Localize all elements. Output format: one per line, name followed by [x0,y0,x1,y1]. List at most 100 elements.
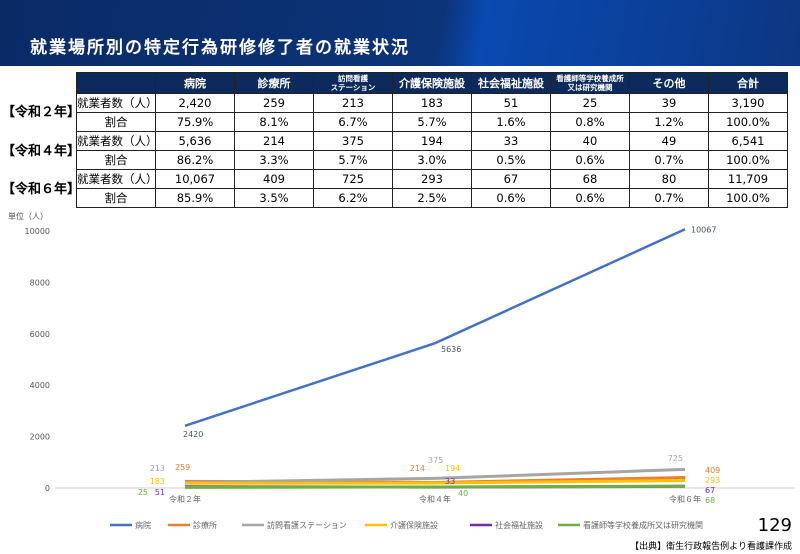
table-cell: 214 [234,131,314,151]
data-label: 2420 [183,430,203,439]
series-line [184,467,686,485]
table-row: 就業者数（人） 10,067 409 725 293 67 68 80 11,709 [76,169,788,189]
table-cell: 259 [234,93,314,113]
table-cell: 100.0% [708,188,788,208]
table-cell: 11,709 [708,169,788,189]
data-label: 213 [150,464,165,473]
header-school: 看護師等学校養成所 又は研究機関 [550,72,630,94]
table-cell: 409 [234,169,314,189]
table-cell: 213 [313,93,393,113]
header-line: 看護師等学校養成所 [556,74,624,83]
data-label: 183 [150,477,165,486]
row-label: 就業者数（人） [76,131,158,151]
table-row: 割合 75.9% 8.1% 6.7% 5.7% 1.6% 0.8% 1.2% 100.0% [76,112,788,132]
series-line [184,228,686,427]
header-care-facility: 介護保険施設 [392,72,472,94]
data-label: 214 [410,464,425,473]
table-header: 病院 診療所 訪問看護 ステーション 介護保険施設 社会福祉施設 看護師等学校養成… [76,72,788,94]
header-other: その他 [629,72,709,94]
table-cell: 5,636 [155,131,235,151]
header-visiting-nursing: 訪問看護 ステーション [313,72,393,94]
line-chart: 単位（人） 0 2000 4000 6000 8000 10000 令和２年 令和４年 令和６年 2… [8,211,795,530]
table-cell: 80 [629,169,709,189]
table-cell: 6.7% [313,112,393,132]
header-line: 又は研究機関 [567,83,613,92]
y-axis-unit: 単位（人） [8,211,48,221]
table-cell: 0.7% [629,150,709,170]
table-cell: 3.3% [234,150,314,170]
data-label: 375 [428,456,443,465]
header-line: ステーション [330,83,376,92]
table-cell: 0.5% [471,150,551,170]
x-tick-label: 令和２年 [169,494,201,504]
header-clinic: 診療所 [234,72,314,94]
y-tick-label: 4000 [30,381,50,390]
data-label: 194 [445,464,460,473]
table-cell: 2,420 [155,93,235,113]
table-cell: 6,541 [708,131,788,151]
table-cell: 100.0% [708,112,788,132]
data-label: 10067 [691,225,716,234]
y-tick-label: 6000 [30,330,50,339]
y-tick-label: 8000 [30,278,50,287]
data-label: 51 [155,488,165,497]
data-label: 67 [705,486,715,495]
table-cell: 51 [471,93,551,113]
data-label: 725 [668,454,683,463]
table-row: 割合 85.9% 3.5% 6.2% 2.5% 0.6% 0.6% 0.7% 100.0% [76,188,788,208]
row-label: 割合 [76,150,156,170]
table-cell: 39 [629,93,709,113]
table-cell: 375 [313,131,393,151]
data-label: 259 [175,463,190,472]
source-note: 【出典】衛生行政報告例より看護課作成 [630,542,792,552]
table-cell: 40 [550,131,630,151]
table-cell: 67 [471,169,551,189]
table-cell: 194 [392,131,472,151]
table-cell: 3,190 [708,93,788,113]
table-cell: 33 [471,131,551,151]
header-blank [76,72,156,94]
table-cell: 86.2% [155,150,235,170]
table-cell: 293 [392,169,472,189]
series-line [184,484,686,489]
legend-item: 社会福祉施設 [495,520,543,530]
legend-item: 看護師等学校養成所又は研究機関 [583,520,703,530]
page-title: 就業場所別の特定行為研修修了者の就業状況 [30,38,410,58]
table-cell: 183 [392,93,472,113]
table-cell: 0.6% [550,188,630,208]
y-tick-label: 0 [45,484,50,493]
table-cell: 0.6% [471,188,551,208]
title-bar: 就業場所別の特定行為研修修了者の就業状況 [0,0,800,66]
row-label: 割合 [76,188,156,208]
table-cell: 3.5% [234,188,314,208]
table-row: 就業者数（人） 5,636 214 375 194 33 40 49 6,541 [76,131,788,151]
data-label: 409 [705,466,720,475]
table-row: 割合 86.2% 3.3% 5.7% 3.0% 0.5% 0.6% 0.7% 100.0% [76,150,788,170]
data-label: 293 [705,476,720,485]
x-tick-label: 令和６年 [669,494,701,504]
row-label: 就業者数（人） [76,93,158,113]
year-label: 【令和４年】 [2,144,81,159]
table-cell: 49 [629,131,709,151]
legend-item: 病院 [135,520,151,530]
table-cell: 75.9% [155,112,235,132]
table-row: 就業者数（人） 2,420 259 213 183 51 25 39 3,190 [76,93,788,113]
y-tick-label: 10000 [25,227,50,236]
page-number: 129 [757,515,792,536]
data-label: 40 [458,489,468,498]
year-label: 【令和２年】 [2,105,81,120]
legend-item: 介護保険施設 [390,520,438,530]
data-label: 5636 [441,345,461,354]
header-line: 訪問看護 [338,74,368,83]
table-cell: 5.7% [313,150,393,170]
table-cell: 1.2% [629,112,709,132]
table-cell: 68 [550,169,630,189]
table-cell: 6.2% [313,188,393,208]
header-welfare-facility: 社会福祉施設 [471,72,551,94]
data-label: 68 [705,496,715,505]
table-cell: 2.5% [392,188,472,208]
row-label: 就業者数（人） [76,169,158,189]
year-label: 【令和６年】 [2,182,81,197]
table-cell: 3.0% [392,150,472,170]
x-tick-label: 令和４年 [419,494,451,504]
